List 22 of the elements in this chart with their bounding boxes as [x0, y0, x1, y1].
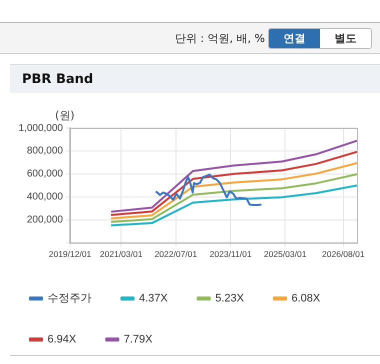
text: 단위 : 억원, 배, %	[174, 31, 265, 46]
x-tick-label: 2025/03/01	[264, 249, 307, 260]
x-tick-label: 2022/07/01	[154, 249, 198, 260]
y-tick-label: 200,000	[26, 214, 64, 226]
y-axis-title: (원)	[55, 108, 75, 123]
text: 연결	[269, 29, 320, 48]
y-tick-label: 1,000,000	[18, 122, 64, 134]
legend-label: 7.79X	[124, 334, 154, 346]
y-tick-label: 800,000	[26, 146, 64, 157]
chart-title: PBR Band	[10, 64, 380, 93]
x-tick-label: 2019/12/01	[48, 249, 92, 260]
y-tick-label: 400,000	[26, 192, 64, 203]
legend-label: 수정주가	[48, 292, 92, 305]
x-tick-label: 2023/11/01	[210, 249, 252, 260]
text: 별도	[320, 29, 371, 48]
legend-label: 6.94X	[48, 334, 77, 346]
y-tick-label: 600,000	[26, 168, 64, 180]
legend-label: 4.37X	[139, 292, 168, 305]
x-tick-label: 2026/08/01	[322, 249, 365, 260]
legend-label: 5.23X	[215, 292, 245, 305]
legend-label: 6.08X	[291, 292, 321, 305]
x-tick-label: 2021/03/01	[100, 249, 143, 260]
